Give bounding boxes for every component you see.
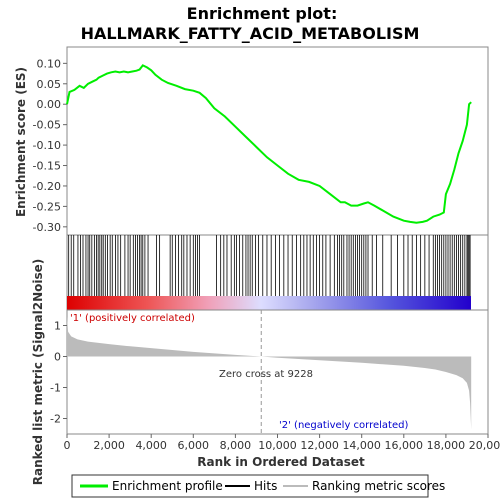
rank-y-tick-label: -2: [50, 413, 61, 426]
negative-correlated-label: '2' (negatively correlated): [279, 420, 408, 431]
legend-hits-label: Hits: [254, 479, 277, 493]
es-y-tick-label: -0.25: [33, 200, 61, 213]
es-y-axis: 0.10 0.05 0.00 -0.05 -0.10 -0.15 -0.20 -0.25 -0.…: [33, 57, 67, 234]
x-tick-label: 8,000: [220, 439, 252, 452]
rank-color-bar: [67, 296, 471, 310]
ranking-y-axis-label: Ranked list metric (Signal2Noise): [31, 259, 45, 486]
enrichment-profile-line: [66, 64, 472, 224]
rank-y-tick-label: -1: [50, 382, 61, 395]
es-y-tick-label: 0.00: [37, 98, 62, 111]
legend-ranking-label: Ranking metric scores: [312, 479, 445, 493]
positive-correlated-label: '1' (positively correlated): [70, 313, 195, 324]
es-y-tick-label: -0.15: [33, 160, 61, 173]
chart-title-line2: HALLMARK_FATTY_ACID_METABOLISM: [81, 24, 420, 43]
x-tick-label: 12,000: [300, 439, 339, 452]
ranking-y-axis: 1 0 -1 -2: [50, 320, 67, 426]
x-axis-label: Rank in Ordered Dataset: [197, 455, 365, 469]
x-tick-label: 10,000: [258, 439, 297, 452]
rank-y-tick-label: 1: [54, 320, 61, 333]
x-tick-label: 18,000: [427, 439, 466, 452]
rank-y-tick-label: 0: [54, 351, 61, 364]
x-tick-label: 20,000: [469, 439, 500, 452]
es-panel: [66, 46, 489, 236]
es-y-tick-label: -0.20: [33, 180, 61, 193]
es-y-tick-label: 0.05: [37, 78, 62, 91]
zero-cross-label: Zero cross at 9228: [219, 369, 313, 380]
es-y-tick-label: -0.10: [33, 139, 61, 152]
x-axis: 0 2,000 4,000 6,000 8,000 10,000 12,000 14,000 1…: [64, 434, 500, 452]
x-tick-label: 16,000: [385, 439, 424, 452]
es-y-axis-label: Enrichment score (ES): [14, 67, 28, 217]
x-tick-label: 14,000: [342, 439, 381, 452]
hits-marks: [68, 235, 471, 296]
es-y-tick-label: -0.05: [33, 119, 61, 132]
es-y-tick-label: 0.10: [37, 57, 62, 70]
x-tick-label: 2,000: [93, 439, 125, 452]
x-tick-label: 0: [64, 439, 71, 452]
x-tick-label: 6,000: [178, 439, 210, 452]
legend-enrichment-label: Enrichment profile: [112, 479, 223, 493]
es-y-tick-label: -0.30: [33, 221, 61, 234]
x-tick-label: 4,000: [135, 439, 167, 452]
chart-title-line1: Enrichment plot:: [187, 4, 338, 23]
